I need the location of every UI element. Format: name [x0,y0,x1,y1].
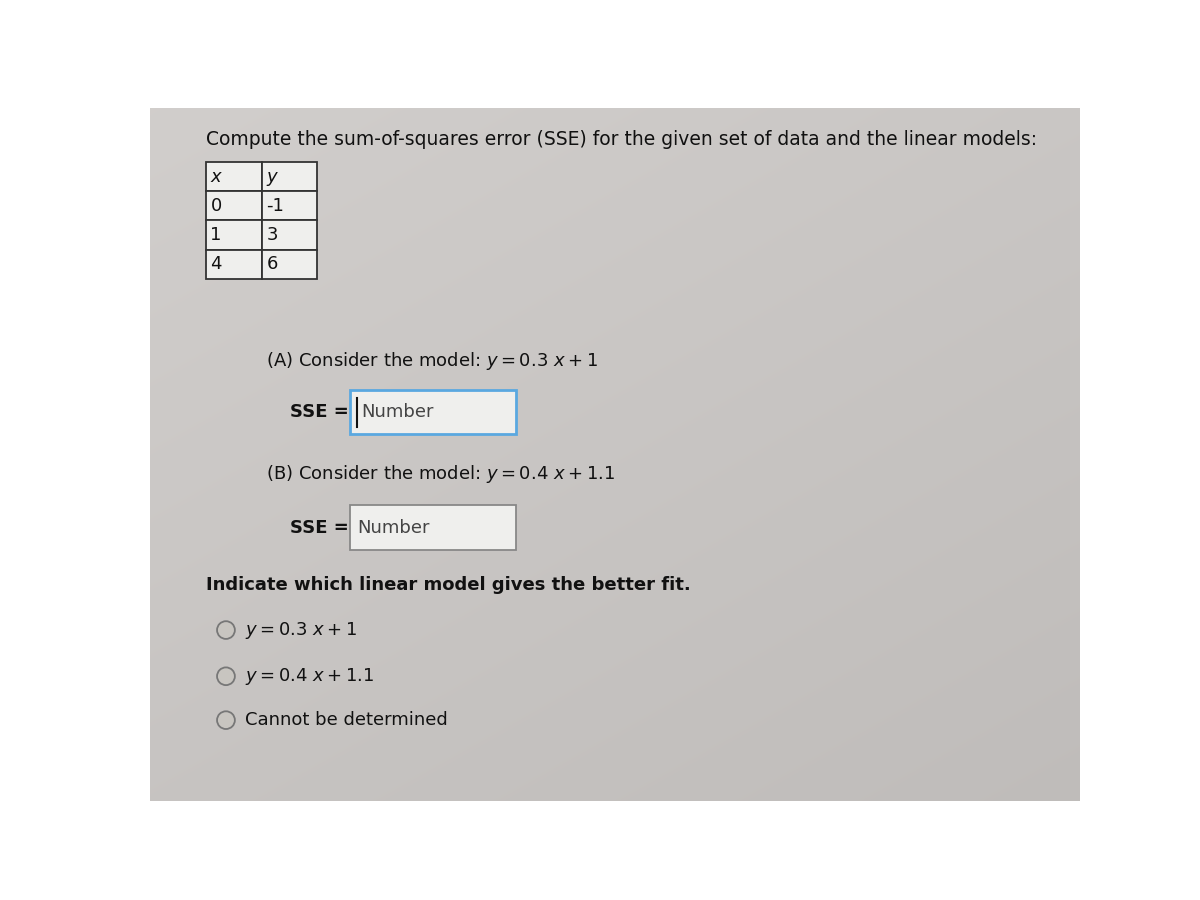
Bar [206,220,262,249]
Text: 4: 4 [210,256,222,274]
Text: Cannot be determined: Cannot be determined [245,711,448,729]
Text: y: y [266,167,277,185]
Text: 0: 0 [210,197,222,215]
Bar [206,162,262,191]
Text: $y = 0.4\ x + 1.1$: $y = 0.4\ x + 1.1$ [245,666,374,687]
Circle shape [217,711,235,729]
Text: (B) Consider the model: $y = 0.4\ x + 1.1$: (B) Consider the model: $y = 0.4\ x + 1.… [266,463,616,485]
Text: $y = 0.3\ x + 1$: $y = 0.3\ x + 1$ [245,619,358,641]
Text: SSE =: SSE = [289,403,354,421]
Text: Compute the sum-of-squares error (SSE) for the given set of data and the linear : Compute the sum-of-squares error (SSE) f… [206,130,1037,148]
Text: Indicate which linear model gives the better fit.: Indicate which linear model gives the be… [206,576,690,594]
Bar [262,220,318,249]
Text: 3: 3 [266,226,277,244]
Text: 6: 6 [266,256,277,274]
Text: 1: 1 [210,226,222,244]
Text: x: x [210,167,221,185]
Text: -1: -1 [266,197,284,215]
Text: SSE =: SSE = [289,518,354,536]
Text: Number: Number [358,518,431,536]
FancyBboxPatch shape [350,505,516,550]
FancyBboxPatch shape [350,390,516,435]
Circle shape [217,668,235,685]
Bar [206,191,262,220]
Text: Number: Number [361,403,433,421]
Bar [262,162,318,191]
Bar [262,191,318,220]
Bar [206,249,262,279]
Circle shape [217,621,235,639]
Text: (A) Consider the model: $y = 0.3\ x + 1$: (A) Consider the model: $y = 0.3\ x + 1$ [266,349,598,372]
Bar [262,249,318,279]
